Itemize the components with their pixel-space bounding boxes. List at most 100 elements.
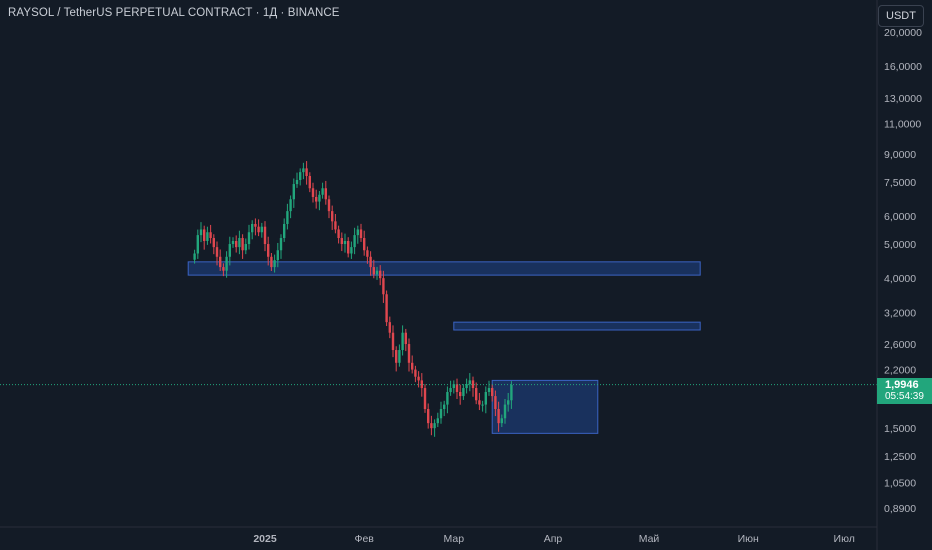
candle-body bbox=[279, 238, 283, 251]
candle bbox=[279, 234, 283, 259]
candle-body bbox=[401, 332, 404, 351]
candle-body bbox=[433, 423, 436, 429]
candle bbox=[478, 392, 481, 411]
candle bbox=[388, 316, 391, 339]
candle-body bbox=[407, 344, 411, 363]
time-tick-label: 2025 bbox=[253, 533, 277, 545]
candle-body bbox=[251, 223, 254, 233]
candle bbox=[430, 415, 433, 436]
candle-body bbox=[363, 238, 366, 251]
time-tick-label: Май bbox=[639, 533, 660, 545]
candle bbox=[299, 168, 302, 186]
candle-body bbox=[273, 260, 276, 268]
candle bbox=[404, 328, 407, 352]
candle-body bbox=[500, 418, 503, 424]
candle bbox=[369, 251, 372, 276]
candle bbox=[423, 384, 427, 413]
price-tick-label: 9,0000 bbox=[884, 149, 916, 161]
candle bbox=[228, 236, 231, 266]
candle-body bbox=[347, 240, 350, 254]
candle-body bbox=[267, 244, 270, 257]
candle bbox=[433, 419, 436, 437]
candle-body bbox=[308, 176, 311, 189]
candle-body bbox=[238, 238, 241, 248]
candle-body bbox=[372, 267, 375, 275]
candle bbox=[363, 230, 366, 256]
candle bbox=[465, 378, 468, 394]
candle-body bbox=[471, 380, 475, 389]
candle-body bbox=[343, 240, 347, 245]
price-tick-label: 20,0000 bbox=[884, 27, 922, 39]
candle-body bbox=[244, 244, 247, 251]
candle bbox=[359, 223, 363, 242]
candle bbox=[308, 172, 311, 193]
candle bbox=[286, 203, 289, 230]
price-tick-label: 2,6000 bbox=[884, 339, 916, 351]
candle-body bbox=[231, 240, 235, 245]
candle-body bbox=[468, 380, 471, 385]
candle-body bbox=[254, 223, 257, 227]
candle-body bbox=[193, 253, 196, 260]
candle-body bbox=[455, 384, 459, 393]
candle-body bbox=[449, 388, 452, 393]
candle-body bbox=[398, 350, 401, 363]
candle-body bbox=[331, 211, 334, 222]
candle bbox=[289, 195, 292, 219]
candle-body bbox=[321, 188, 324, 195]
price-tick-label: 1,5000 bbox=[884, 423, 916, 435]
candle-body bbox=[497, 409, 500, 424]
candle bbox=[414, 365, 417, 383]
candle-body bbox=[257, 226, 260, 233]
candle-body bbox=[340, 238, 343, 245]
candle-body bbox=[379, 270, 382, 279]
candle bbox=[270, 253, 273, 271]
candle-body bbox=[356, 229, 359, 236]
candle bbox=[254, 218, 257, 236]
candle bbox=[382, 270, 385, 303]
candle bbox=[455, 378, 459, 400]
candle bbox=[251, 220, 254, 240]
zone-box-2[interactable] bbox=[453, 321, 701, 331]
candle-body bbox=[475, 388, 478, 401]
time-tick-label: Июл bbox=[834, 533, 855, 545]
candle-body bbox=[241, 238, 244, 251]
candle-body bbox=[385, 294, 388, 323]
candle-body bbox=[430, 423, 433, 429]
candle bbox=[199, 222, 203, 243]
candle-body bbox=[510, 384, 513, 401]
candle-body bbox=[283, 223, 286, 239]
currency-button[interactable]: USDT bbox=[878, 5, 924, 27]
price-tick-label: 0,8900 bbox=[884, 503, 916, 515]
candle bbox=[347, 237, 350, 258]
candle bbox=[327, 195, 331, 219]
candle-body bbox=[366, 250, 369, 257]
candle-body bbox=[404, 332, 407, 345]
candle bbox=[209, 224, 212, 244]
time-tick-label: Июн bbox=[738, 533, 759, 545]
candle bbox=[235, 235, 238, 253]
last-price-value: 1,9946 bbox=[885, 379, 919, 391]
candle-body bbox=[337, 229, 340, 239]
zone-box-3[interactable] bbox=[491, 379, 599, 434]
candle bbox=[263, 221, 267, 252]
candle bbox=[395, 346, 398, 372]
candle bbox=[481, 400, 484, 412]
candle bbox=[487, 380, 491, 396]
candle-body bbox=[318, 194, 321, 202]
time-axis[interactable]: 2025 Фев Мар Апр Май Июн Июл bbox=[253, 533, 855, 545]
candle-body bbox=[478, 400, 481, 405]
candle bbox=[215, 241, 219, 266]
candle-body bbox=[369, 256, 372, 268]
candle-body bbox=[375, 270, 379, 275]
candle bbox=[295, 172, 299, 188]
candle bbox=[257, 219, 260, 237]
candle bbox=[497, 401, 500, 432]
candle-body bbox=[199, 229, 203, 236]
zone-box-1[interactable] bbox=[187, 261, 701, 276]
price-axis[interactable]: 20,0000 16,0000 13,0000 11,0000 9,0000 7,5000… bbox=[884, 27, 922, 515]
candle bbox=[222, 263, 225, 277]
price-tick-label: 1,2500 bbox=[884, 451, 916, 463]
candle-body bbox=[395, 350, 398, 363]
